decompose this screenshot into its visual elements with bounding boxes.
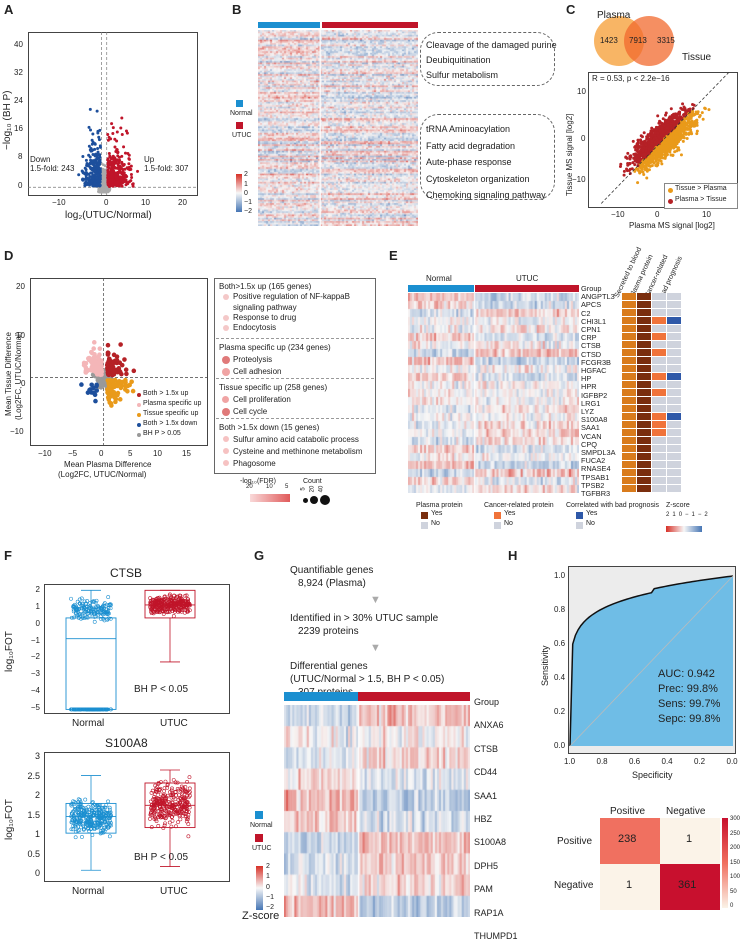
- h-roc-svg: [569, 575, 734, 747]
- roc-ytick: 0.0: [554, 741, 566, 750]
- roc-xlabel: Specificity: [632, 770, 673, 780]
- volcano-point-ns: [103, 164, 107, 168]
- roc-xtick: 1.0: [564, 757, 576, 766]
- cm-cell: 361: [660, 864, 720, 910]
- roc-ytick: 1.0: [554, 571, 566, 580]
- panel-label-c: C: [566, 2, 576, 17]
- cm-scale-tick: 200: [730, 845, 741, 851]
- roc-ylabel: Sensitivity: [540, 645, 550, 686]
- cm-value: 1: [626, 879, 633, 891]
- roc-spec: Sepc: 99.8%: [658, 713, 721, 725]
- volcano-point-ns: [106, 190, 110, 194]
- cm-scale-tick: 0: [730, 903, 734, 909]
- cm-colorbar: [722, 818, 728, 908]
- volcano-point-ns: [104, 190, 108, 194]
- cm-col: Negative: [666, 806, 706, 817]
- panel-label-h: H: [508, 548, 518, 563]
- roc-ytick: 0.2: [554, 707, 566, 716]
- volcano-point-ns: [102, 188, 106, 192]
- cm-value: 361: [678, 879, 697, 891]
- cm-scale-tick: 150: [730, 859, 741, 866]
- cm-row: Negative: [554, 880, 594, 891]
- roc-ytick: 0.6: [554, 639, 566, 648]
- cm-scale-tick: 250: [730, 830, 741, 837]
- roc-ytick: 0.8: [554, 605, 566, 614]
- roc-auc: AUC: 0.942: [658, 668, 715, 680]
- cm-cell: 238: [600, 818, 660, 864]
- panel-label-g: G: [254, 548, 265, 563]
- volcano-point-ns: [99, 190, 103, 194]
- volcano-svg: [28, 32, 198, 196]
- cm-value: 238: [618, 833, 637, 845]
- roc-xtick: 0.2: [694, 757, 706, 766]
- roc-xtick: 0.0: [726, 757, 738, 766]
- roc-sens: Sens: 99.7%: [658, 698, 721, 710]
- cm-col: Positive: [610, 806, 646, 817]
- volcano-frame: [28, 32, 198, 196]
- cm-cell: 1: [600, 864, 660, 910]
- cm-cell: 1: [660, 818, 720, 864]
- roc-prec: Prec: 99.8%: [658, 683, 718, 695]
- roc-xtick: 0.6: [629, 757, 641, 766]
- panel-label-b: B: [232, 2, 242, 17]
- g-gene-label: THUMPD1: [474, 931, 518, 942]
- cm-scale-tick: 100: [730, 874, 741, 880]
- cm-value: 1: [686, 833, 693, 845]
- panel-label-a: A: [4, 2, 14, 17]
- cm-scale-tick: 300: [730, 816, 741, 822]
- roc-xtick: 0.8: [596, 757, 608, 766]
- roc-ytick: 0.4: [554, 673, 566, 682]
- cm-scale-tick: 50: [730, 888, 737, 895]
- roc-xtick: 0.4: [661, 757, 673, 766]
- volcano-point-ns: [101, 167, 105, 171]
- panel-label-d: D: [4, 248, 14, 263]
- volcano-point-ns: [98, 187, 102, 191]
- roc-metrics: AUC: 0.942 Prec: 99.8% Sens: 99.7% Sepc:…: [658, 667, 720, 727]
- panel-label-f: F: [4, 548, 12, 563]
- cm-row: Positive: [557, 836, 593, 847]
- panel-label-e: E: [389, 248, 398, 263]
